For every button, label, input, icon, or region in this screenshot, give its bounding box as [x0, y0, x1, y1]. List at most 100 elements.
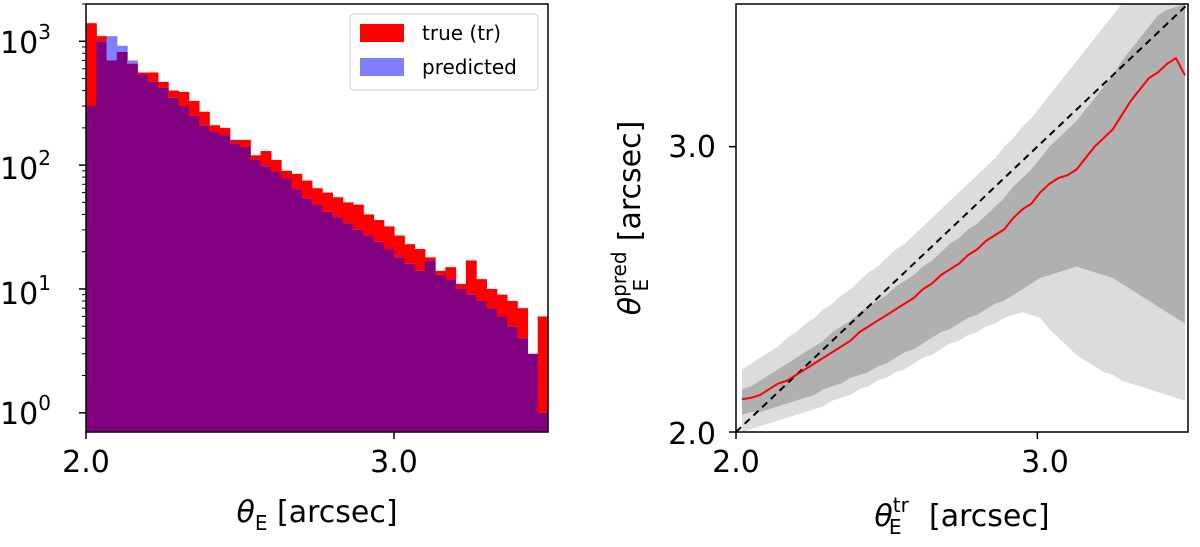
hist-bar-overlap — [465, 294, 477, 432]
comp-xtick-label-2: 2.0 — [712, 445, 760, 480]
hist-bar-overlap — [209, 132, 221, 432]
hist-bar-overlap — [198, 125, 210, 433]
hist-bar-excess — [424, 257, 436, 261]
xtick-label-2: 2.0 — [62, 445, 110, 480]
hist-bar-overlap — [270, 172, 282, 432]
xtick-label-3: 3.0 — [370, 445, 418, 480]
legend-label-predicted: predicted — [422, 55, 517, 79]
hist-bar-overlap — [414, 270, 426, 432]
hist-bar-excess — [96, 36, 108, 42]
ytick-label-1000: 103 — [0, 20, 51, 61]
comparison-xlabel: θtr E [arcsec] — [874, 493, 1049, 539]
hist-bar-excess — [455, 283, 467, 289]
hist-bar-overlap — [506, 326, 518, 432]
median-line — [741, 56, 1186, 401]
hist-bar-excess — [106, 36, 118, 61]
hist-bar-excess — [281, 170, 292, 179]
hist-bar-excess — [394, 235, 405, 258]
hist-bar-overlap — [291, 189, 303, 432]
hist-bar-excess — [219, 127, 231, 136]
hist-bar-overlap — [147, 81, 159, 432]
hist-bar-overlap — [455, 288, 467, 432]
hist-bar-overlap — [96, 41, 108, 433]
hist-bar-excess — [229, 139, 241, 144]
hist-bar-excess — [270, 159, 282, 173]
hist-bar-excess — [240, 139, 251, 148]
hist-bar-overlap — [476, 300, 487, 432]
ytick-label-100: 102 — [0, 146, 51, 187]
hist-bar-excess — [537, 316, 549, 413]
hist-bar-overlap — [229, 143, 241, 433]
hist-bar-excess — [383, 226, 395, 250]
comparison-panel: 3.0 2.0 2.0 3.0 θtr E [arcsec] θpredE [ar… — [607, 3, 1189, 539]
comparison-ticks — [729, 145, 1039, 439]
hist-bar-overlap — [157, 87, 169, 433]
hist-bar-excess — [209, 125, 221, 133]
histogram-xlabel: θE [arcsec] — [236, 495, 397, 535]
hist-bar-excess — [147, 72, 159, 82]
hist-bar-overlap — [86, 106, 97, 433]
hist-bar-overlap — [496, 316, 508, 432]
hist-bar-overlap — [260, 166, 272, 432]
hist-bar-overlap — [178, 106, 190, 433]
hist-bar-overlap — [332, 217, 344, 432]
hist-bar-excess — [86, 23, 97, 107]
hist-bar-excess — [445, 267, 457, 280]
legend-swatch-predicted — [360, 58, 404, 76]
hist-bar-overlap — [168, 97, 179, 433]
hist-bar-excess — [496, 294, 508, 317]
hist-bar-excess — [168, 90, 179, 98]
ytick-label-1: 100 — [0, 391, 51, 432]
comparison-ylabel: θpredE [arcsec] — [607, 121, 653, 316]
legend-label-true: true (tr) — [422, 21, 501, 45]
hist-bar-overlap — [486, 308, 498, 432]
hist-bar-excess — [465, 260, 477, 295]
hist-bar-excess — [188, 100, 200, 116]
hist-bar-excess — [127, 60, 138, 64]
hist-bar-overlap — [106, 60, 118, 433]
hist-bar-overlap — [342, 223, 354, 432]
hist-bar-excess — [322, 192, 333, 212]
identity-line — [735, 3, 1189, 433]
hist-bar-excess — [291, 173, 303, 190]
hist-bar-overlap — [322, 211, 333, 432]
comparison-plot-area — [735, 3, 1189, 433]
hist-bar-excess — [178, 91, 190, 107]
hist-bar-excess — [157, 81, 169, 88]
hist-bar-overlap — [517, 338, 529, 432]
hist-bar-excess — [476, 279, 487, 301]
hist-bar-overlap — [445, 279, 457, 432]
hist-bar-overlap — [352, 229, 364, 432]
hist-bar-overlap — [137, 74, 149, 432]
hist-bar-excess — [116, 45, 128, 52]
hist-bar-excess — [373, 220, 385, 242]
ytick-label-10: 101 — [0, 271, 51, 312]
hist-bar-excess — [486, 288, 498, 309]
hist-bar-excess — [137, 72, 149, 75]
hist-bar-excess — [311, 188, 323, 205]
comp-xtick-label-3: 3.0 — [1021, 445, 1069, 480]
hist-bar-overlap — [527, 353, 539, 432]
histogram-frame — [85, 3, 549, 433]
hist-bar-overlap — [383, 249, 395, 432]
hist-bar-excess — [250, 155, 262, 160]
hist-bar-overlap — [363, 235, 375, 432]
hist-bar-overlap — [116, 51, 128, 432]
hist-bar-overlap — [435, 274, 446, 432]
legend-swatch-true — [360, 24, 404, 42]
hist-bar-excess — [363, 214, 375, 236]
hist-bar-overlap — [537, 412, 549, 432]
hist-bar-overlap — [281, 178, 292, 432]
hist-bar-excess — [414, 249, 426, 271]
comp-ytick-label-3: 3.0 — [668, 130, 716, 165]
hist-bar-excess — [506, 300, 518, 327]
comp-ytick-label-2: 2.0 — [668, 417, 716, 452]
hist-bar-excess — [342, 202, 354, 224]
comparison-frame — [735, 3, 1189, 433]
legend: true (tr) predicted — [349, 13, 539, 91]
hist-bar-overlap — [311, 204, 323, 432]
hist-bar-overlap — [394, 257, 405, 432]
hist-bar-excess — [332, 197, 344, 218]
hist-bar-overlap — [404, 263, 416, 432]
hist-bar-excess — [404, 244, 416, 264]
